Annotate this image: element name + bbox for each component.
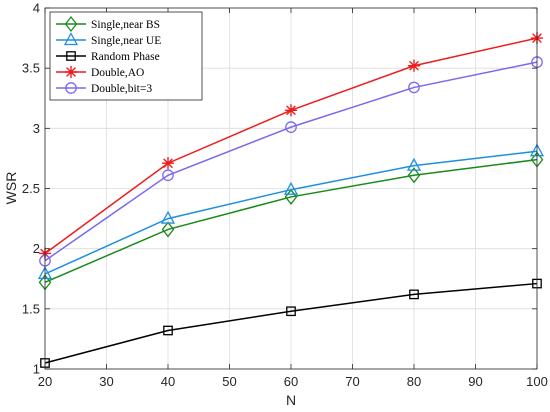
series-line [44, 61, 538, 262]
legend-marker [65, 82, 77, 94]
x-axis-label: N [286, 392, 296, 408]
series-square [40, 278, 542, 368]
legend-item: Double,bit=3 [56, 82, 152, 95]
legend: Single,near BS Single,near UE Random Phase… [49, 11, 203, 101]
y-tick-label: 1.5 [22, 301, 40, 316]
legend-label: Single,near BS [91, 19, 160, 31]
y-tick-label: 4 [33, 1, 40, 16]
x-tick-label: 30 [99, 374, 113, 389]
legend-marker [63, 32, 79, 46]
data-point [160, 210, 176, 224]
data-point [162, 169, 174, 182]
data-point [286, 306, 296, 317]
series-line [44, 282, 538, 364]
x-tick-label: 90 [468, 374, 482, 389]
legend-label: Double,bit=3 [91, 83, 152, 95]
data-point [407, 59, 421, 72]
legend-marker [64, 15, 78, 33]
y-tick-label: 3.5 [22, 61, 40, 76]
data-point [409, 289, 419, 300]
y-tick-label: 3 [33, 121, 40, 136]
data-point [284, 104, 298, 117]
legend-item: Single,near UE [56, 32, 161, 47]
legend-marker [66, 51, 76, 61]
x-tick-label: 50 [222, 374, 236, 389]
series-line [44, 150, 538, 275]
x-tick-label: 60 [284, 374, 298, 389]
data-point [285, 121, 297, 133]
x-tick-label: 40 [161, 374, 175, 389]
data-point [163, 325, 173, 336]
data-point [161, 221, 175, 238]
data-point [161, 157, 175, 170]
y-axis-label: WSR [3, 172, 19, 205]
x-tick-label: 20 [38, 374, 52, 389]
series-line [44, 158, 538, 284]
legend-marker [64, 65, 78, 79]
y-tick-label: 2 [33, 241, 40, 256]
data-point [283, 181, 299, 195]
data-point [407, 167, 421, 184]
legend-label: Single,near UE [91, 35, 161, 47]
data-point [408, 81, 420, 94]
legend-item: Random Phase [56, 51, 160, 63]
legend-label: Double,AO [91, 67, 144, 79]
legend-item: Single,near BS [56, 15, 160, 33]
y-tick-label: 1 [33, 362, 40, 377]
x-tick-label: 100 [526, 374, 548, 389]
legend-label: Random Phase [91, 51, 160, 63]
x-tick-label: 80 [407, 374, 421, 389]
y-tick-label: 2.5 [22, 181, 40, 196]
x-tick-label: 70 [345, 374, 359, 389]
data-point [406, 157, 422, 171]
legend-item: Double,AO [56, 65, 144, 79]
axis-ticks: 20 30 40 50 60 70 80 90 100 1 1.5 2 2.5 3 3.5 4 [22, 1, 548, 390]
